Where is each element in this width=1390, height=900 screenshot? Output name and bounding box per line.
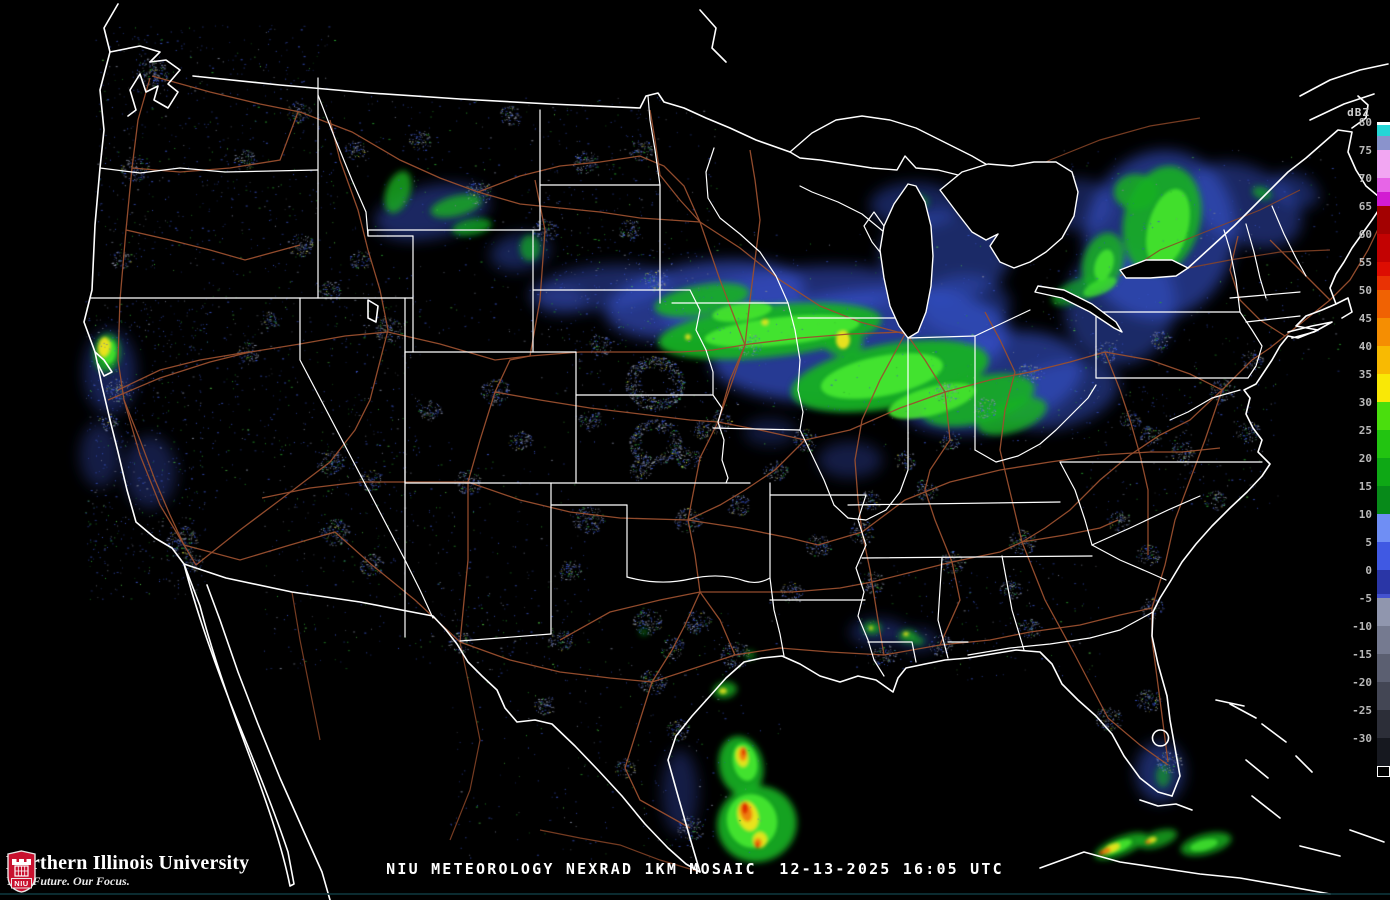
colorbar-title: dBZ — [1347, 106, 1370, 119]
colorbar-segment — [1377, 122, 1390, 125]
colorbar-segment — [1377, 290, 1390, 318]
colorbar-segment — [1377, 125, 1390, 136]
colorbar-segment — [1377, 276, 1390, 290]
state-borders — [89, 77, 1307, 677]
niu-acronym: NIU — [14, 879, 28, 888]
colorbar-tick-label: 30 — [1358, 396, 1372, 409]
colorbar-tick-label: 15 — [1358, 480, 1372, 493]
colorbar-segment — [1377, 178, 1390, 192]
colorbar-tick-label: 45 — [1358, 312, 1372, 325]
niu-logo-text: Northern Illinois University Your Future… — [6, 850, 249, 888]
university-name: Northern Illinois University — [6, 852, 250, 874]
colorbar-segment — [1377, 262, 1390, 276]
colorbar-tick-label: -5 — [1358, 592, 1372, 605]
mosaic-caption: NIU METEOROLOGY NEXRAD 1KM MOSAIC 12-13-… — [386, 860, 1004, 878]
colorbar-tick-label: -25 — [1352, 704, 1372, 717]
colorbar-segment — [1377, 682, 1390, 710]
colorbar-segment — [1377, 710, 1390, 738]
colorbar-segment — [1377, 192, 1390, 206]
colorbar-tick-label: 60 — [1358, 228, 1372, 241]
niu-shield-icon: NIU — [7, 850, 36, 893]
colorbar-tick-label: 55 — [1358, 256, 1372, 269]
colorbar-tick-label: -10 — [1352, 620, 1372, 633]
colorbar-tick-label: 5 — [1365, 536, 1372, 549]
university-tagline: Your Future. Our Focus. — [6, 874, 130, 888]
highway-network — [107, 75, 1381, 873]
colorbar-tick-label: -15 — [1352, 648, 1372, 661]
dbz-colorbar: dBZ 80 75 70 65 60 55 50 45 40 35 30 25 20 15 10 5 0 -5 -1… — [1347, 104, 1390, 804]
colorbar-segment — [1377, 570, 1390, 594]
colorbar-tick-label: 65 — [1358, 200, 1372, 213]
colorbar-tick-label: 80 — [1358, 116, 1372, 129]
niu-logo: NIU Northern Illinois University Your Fu… — [6, 850, 249, 894]
colorbar-segment — [1377, 150, 1390, 178]
colorbar-tick-label: 40 — [1358, 340, 1372, 353]
colorbar-gradient — [1377, 122, 1390, 777]
colorbar-tick-label: 25 — [1358, 424, 1372, 437]
colorbar-segment — [1377, 402, 1390, 430]
colorbar-segment — [1377, 514, 1390, 542]
colorbar-segment — [1377, 346, 1390, 374]
coastlines-and-national-borders — [83, 3, 1389, 900]
colorbar-segment — [1377, 542, 1390, 570]
colorbar-segment — [1377, 458, 1390, 486]
colorbar-segment — [1377, 234, 1390, 262]
colorbar-segment — [1377, 738, 1390, 766]
colorbar-tick-label: 35 — [1358, 368, 1372, 381]
colorbar-nd-box — [1377, 766, 1390, 777]
colorbar-segment — [1377, 136, 1390, 150]
colorbar-tick-label: 20 — [1358, 452, 1372, 465]
colorbar-segment — [1377, 626, 1390, 654]
colorbar-tick-label: 70 — [1358, 172, 1372, 185]
colorbar-segment — [1377, 594, 1390, 598]
colorbar-tick-label: 75 — [1358, 144, 1372, 157]
colorbar-tick-label: 50 — [1358, 284, 1372, 297]
colorbar-tick-label: -20 — [1352, 676, 1372, 689]
bottom-accent-strip — [0, 893, 1390, 895]
colorbar-segment — [1377, 374, 1390, 402]
colorbar-segment — [1377, 598, 1390, 626]
colorbar-tick-label: -30 — [1352, 732, 1372, 745]
colorbar-segment — [1377, 206, 1390, 234]
colorbar-segment — [1377, 318, 1390, 346]
colorbar-segment — [1377, 430, 1390, 458]
colorbar-tick-label: 0 — [1365, 564, 1372, 577]
colorbar-segment — [1377, 486, 1390, 514]
colorbar-segment — [1377, 654, 1390, 682]
colorbar-tick-label: 10 — [1358, 508, 1372, 521]
